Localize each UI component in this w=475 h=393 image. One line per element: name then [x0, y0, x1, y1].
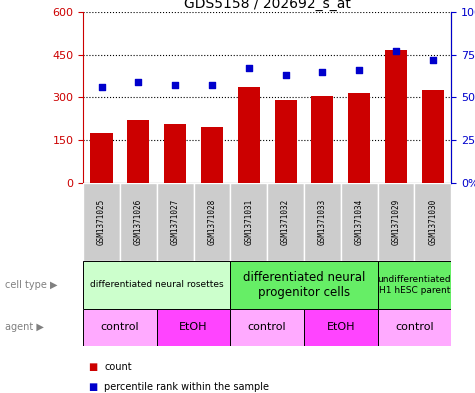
Text: GSM1371026: GSM1371026	[134, 199, 143, 245]
Bar	[304, 183, 341, 261]
Text: GSM1371030: GSM1371030	[428, 199, 437, 245]
Bar	[194, 183, 230, 261]
Bar	[304, 309, 378, 346]
Point	[98, 84, 105, 90]
Bar	[230, 183, 267, 261]
Bar	[238, 87, 260, 183]
Text: GSM1371029: GSM1371029	[391, 199, 400, 245]
Point	[245, 65, 253, 72]
Text: undifferentiated
H1 hESC parent: undifferentiated H1 hESC parent	[378, 275, 451, 295]
Text: percentile rank within the sample: percentile rank within the sample	[104, 382, 269, 392]
Bar	[164, 124, 186, 183]
Point	[319, 68, 326, 75]
Bar	[385, 50, 407, 183]
Bar	[378, 183, 414, 261]
Text: GSM1371027: GSM1371027	[171, 199, 180, 245]
Bar	[120, 183, 157, 261]
Bar	[83, 183, 120, 261]
Point	[171, 82, 179, 88]
Bar	[83, 309, 157, 346]
Text: GSM1371031: GSM1371031	[244, 199, 253, 245]
Text: differentiated neural rosettes: differentiated neural rosettes	[90, 281, 224, 289]
Text: GSM1371032: GSM1371032	[281, 199, 290, 245]
Bar	[83, 261, 230, 309]
Text: cell type ▶: cell type ▶	[5, 280, 57, 290]
Point	[134, 79, 142, 85]
Text: agent ▶: agent ▶	[5, 322, 44, 332]
Bar	[422, 90, 444, 183]
Text: GSM1371034: GSM1371034	[355, 199, 364, 245]
Bar	[378, 309, 451, 346]
Bar	[90, 133, 113, 183]
Text: GSM1371028: GSM1371028	[208, 199, 217, 245]
Bar	[157, 183, 194, 261]
Bar	[201, 127, 223, 183]
Text: count: count	[104, 362, 132, 373]
Text: EtOH: EtOH	[327, 322, 355, 332]
Bar	[275, 100, 296, 183]
Bar	[267, 183, 304, 261]
Text: ■: ■	[88, 382, 97, 392]
Text: GSM1371025: GSM1371025	[97, 199, 106, 245]
Bar	[157, 309, 230, 346]
Bar	[312, 96, 333, 183]
Bar	[414, 183, 451, 261]
Bar	[341, 183, 378, 261]
Bar	[127, 120, 149, 183]
Bar	[378, 261, 451, 309]
Bar	[230, 261, 378, 309]
Point	[392, 48, 400, 54]
Point	[429, 57, 437, 63]
Point	[282, 72, 289, 78]
Text: differentiated neural
progenitor cells: differentiated neural progenitor cells	[243, 271, 365, 299]
Text: control: control	[101, 322, 139, 332]
Title: GDS5158 / 202692_s_at: GDS5158 / 202692_s_at	[184, 0, 351, 11]
Text: GSM1371033: GSM1371033	[318, 199, 327, 245]
Text: ■: ■	[88, 362, 97, 373]
Text: control: control	[248, 322, 286, 332]
Bar	[230, 309, 304, 346]
Point	[208, 82, 216, 88]
Text: EtOH: EtOH	[180, 322, 208, 332]
Point	[355, 67, 363, 73]
Bar	[348, 93, 371, 183]
Text: control: control	[395, 322, 434, 332]
